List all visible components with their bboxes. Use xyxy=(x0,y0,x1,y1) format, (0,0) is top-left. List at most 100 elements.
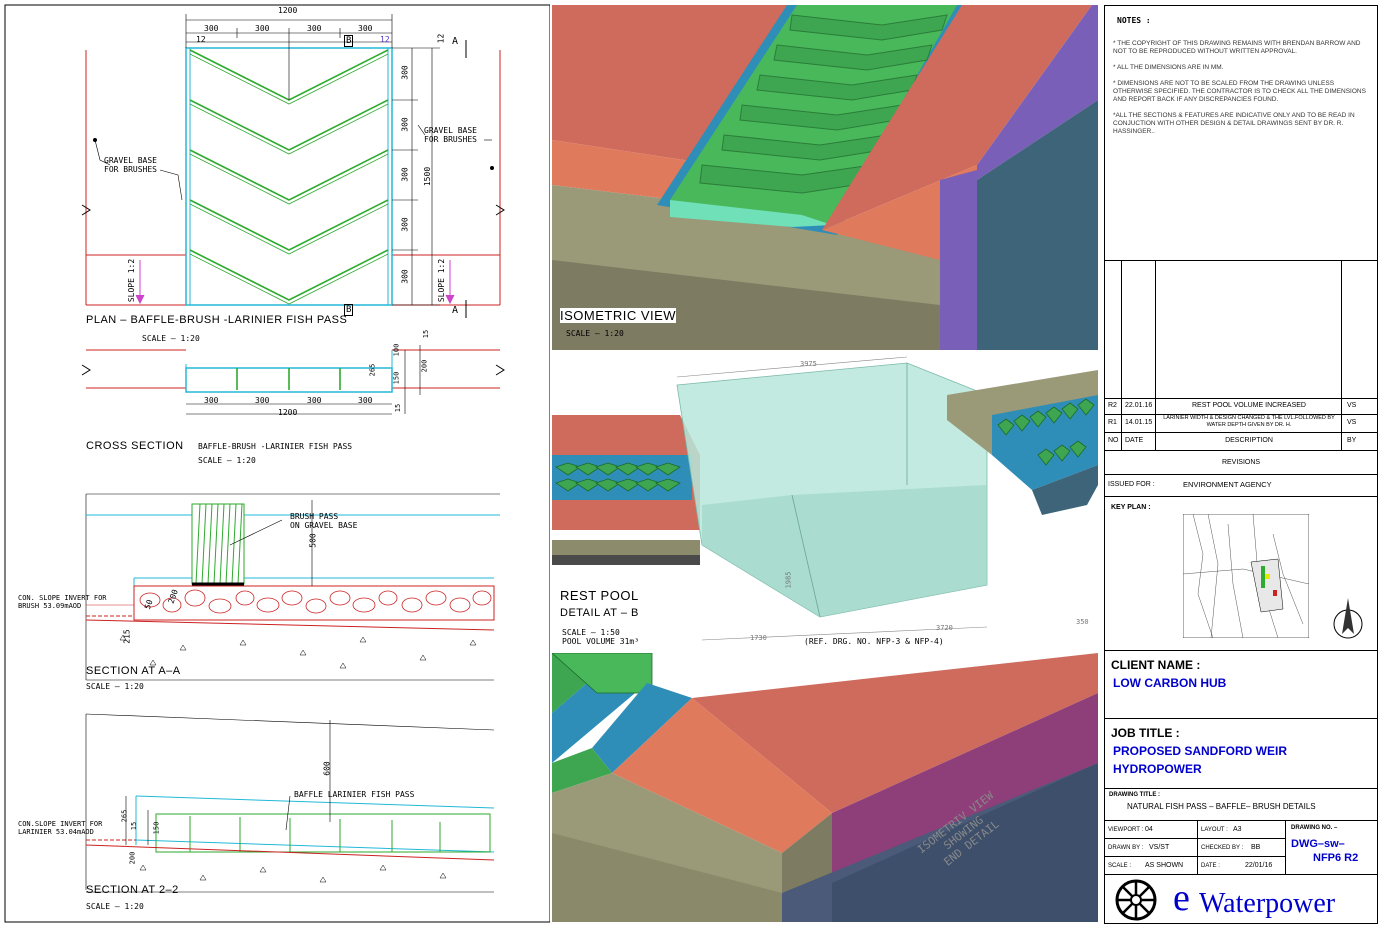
cs-dim-150: 150 xyxy=(392,371,401,385)
plan-dim-12-left: 12 xyxy=(196,35,206,44)
rp-dim-3720: 3720 xyxy=(936,624,953,632)
plan-dim-top-4: 300 xyxy=(358,24,373,33)
cs-title: CROSS SECTION xyxy=(86,440,184,452)
s22-dim-200: 200 xyxy=(128,851,137,865)
s22-invert-label: CON.SLOPE INVERT FOR LARINIER 53.04mAOD xyxy=(18,820,103,836)
drawing-no-label: DRAWING NO. – xyxy=(1291,825,1338,831)
note-item: * ALL THE DIMENSIONS ARE IN MM. xyxy=(1113,64,1224,71)
saa-invert-label: CON. SLOPE INVERT FOR BRUSH 53.09mAOD xyxy=(18,594,107,610)
notes-list: * THE COPYRIGHT OF THIS DRAWING REMAINS … xyxy=(1113,40,1371,136)
rev-header-by: BY xyxy=(1347,437,1357,444)
issued-label: ISSUED FOR : xyxy=(1108,481,1155,488)
plan-marker-b-top: B xyxy=(344,35,354,47)
cs-dim-15a: 15 xyxy=(422,329,431,339)
saa-title: SECTION AT A–A xyxy=(86,665,181,677)
rp-volume: POOL VOLUME 31m³ xyxy=(562,637,640,646)
key-plan-label: KEY PLAN : xyxy=(1111,504,1151,511)
cs-scale: SCALE – 1:20 xyxy=(198,456,256,465)
rp-subtitle: DETAIL AT – B xyxy=(560,607,639,619)
rp-dim-3975: 3975 xyxy=(800,360,817,368)
saa-scale: SCALE – 1:20 xyxy=(86,682,144,691)
s22-dim-150: 150 xyxy=(152,821,161,835)
logo-text: Waterpower xyxy=(1199,888,1336,919)
plan-slope-left: SLOPE 1:2 xyxy=(127,258,137,303)
saa-brush-label: BRUSH PASS ON GRAVEL BASE xyxy=(290,512,358,530)
rp-dim-1985: 1985 xyxy=(784,571,793,589)
s22-scale: SCALE – 1:20 xyxy=(86,902,144,911)
plan-slope-right: SLOPE 1:2 xyxy=(437,258,447,303)
viewport-label: VIEWPORT : xyxy=(1108,827,1144,833)
checked-value: BB xyxy=(1251,844,1261,851)
checked-label: CHECKED BY : xyxy=(1201,845,1244,851)
rev-header-date: DATE xyxy=(1125,437,1144,444)
rev-header-no: NO xyxy=(1108,437,1119,444)
key-plan-map xyxy=(1183,514,1309,638)
plan-gravel-left: GRAVEL BASE FOR BRUSHES xyxy=(104,156,157,174)
scale-label: SCALE : xyxy=(1108,863,1132,869)
logo-e: e xyxy=(1173,877,1190,919)
isometric-view-render xyxy=(552,5,1098,350)
rev-no: R2 xyxy=(1108,402,1117,409)
issued-value: ENVIRONMENT AGENCY xyxy=(1183,480,1272,489)
s22-dim-15: 15 xyxy=(130,821,139,831)
cs-dim-265: 265 xyxy=(368,363,377,377)
note-item: * DIMENSIONS ARE NOT TO BE SCALED FROM T… xyxy=(1113,80,1366,103)
job-label: JOB TITLE : xyxy=(1111,726,1180,740)
layout-label: LAYOUT : xyxy=(1201,827,1228,833)
note-item: *ALL THE SECTIONS & FEATURES ARE INDICAT… xyxy=(1113,112,1355,135)
date-value: 22/01/16 xyxy=(1245,862,1273,869)
s22-baffle-label: BAFFLE LARINIER FISH PASS xyxy=(294,790,415,799)
cross-section-drawing xyxy=(81,345,505,415)
scale-value: AS SHOWN xyxy=(1145,862,1184,869)
drawing-title-value: NATURAL FISH PASS – BAFFLE– BRUSH DETAIL… xyxy=(1127,802,1316,811)
plan-marker-b-bottom: B xyxy=(344,304,354,316)
cs-dim-1: 300 xyxy=(204,396,219,405)
plan-scale: SCALE – 1:20 xyxy=(142,334,200,343)
revisions-label: REVISIONS xyxy=(1221,459,1261,466)
saa-dim-500: 500 xyxy=(308,533,318,548)
rev-desc: LARINIER WIDTH & DESIGN CHANGED & THE LV… xyxy=(1163,415,1335,428)
end-detail-render xyxy=(552,653,1098,922)
plan-drawing xyxy=(81,14,505,318)
saa-dim-215: 215 xyxy=(122,629,132,644)
client-value: LOW CARBON HUB xyxy=(1113,676,1227,690)
cs-dim-total: 1200 xyxy=(278,408,298,417)
rev-date: 14.01.15 xyxy=(1125,419,1153,426)
technical-drawing-left xyxy=(4,4,550,923)
drawn-label: DRAWN BY : xyxy=(1108,845,1144,851)
title-block: NOTES : * THE COPYRIGHT OF THIS DRAWING … xyxy=(1104,5,1378,924)
iso-title: ISOMETRIC VIEW xyxy=(560,308,677,323)
note-item: * THE COPYRIGHT OF THIS DRAWING REMAINS … xyxy=(1113,40,1361,55)
section-22-drawing xyxy=(85,713,495,893)
rev-header-desc: DESCRIPTION xyxy=(1225,437,1273,444)
rp-dim-1730: 1730 xyxy=(750,634,767,642)
drawing-title-label: DRAWING TITLE : xyxy=(1109,792,1160,798)
rp-ref: (REF. DRG. NO. NFP-3 & NFP-4) xyxy=(804,637,944,646)
cs-dim-15b: 15 xyxy=(394,403,403,413)
cs-dim-4: 300 xyxy=(358,396,373,405)
cs-dim-3: 300 xyxy=(307,396,322,405)
plan-dim-right-1: 300 xyxy=(400,65,410,80)
rp-scale: SCALE – 1:50 xyxy=(562,628,620,637)
plan-dim-12-right: 12 xyxy=(380,35,390,44)
s22-title: SECTION AT 2–2 xyxy=(86,884,179,896)
cs-dim-100: 100 xyxy=(392,343,401,357)
plan-marker-a-top: A xyxy=(452,36,459,47)
job-value-1: PROPOSED SANDFORD WEIR xyxy=(1113,744,1288,758)
plan-dim-right-5: 300 xyxy=(400,269,410,284)
rp-dim-350: 350 xyxy=(1076,618,1089,626)
plan-dim-right-4: 300 xyxy=(400,217,410,232)
rest-pool-render xyxy=(552,355,1098,650)
section-aa-drawing xyxy=(85,493,500,681)
plan-dim-top-2: 300 xyxy=(255,24,270,33)
cs-subtitle: BAFFLE-BRUSH -LARINIER FISH PASS xyxy=(198,442,353,451)
plan-dim-12-side: 12 xyxy=(436,33,446,44)
viewport-value: 04 xyxy=(1145,826,1153,833)
s22-dim-600: 600 xyxy=(322,761,332,776)
cs-dim-200: 200 xyxy=(420,359,429,373)
north-arrow-icon xyxy=(1333,598,1363,639)
s22-dim-265: 265 xyxy=(120,809,129,823)
job-value-2: HYDROPOWER xyxy=(1113,762,1202,776)
plan-dim-right-total: 1500 xyxy=(423,166,433,187)
cs-dim-2: 300 xyxy=(255,396,270,405)
